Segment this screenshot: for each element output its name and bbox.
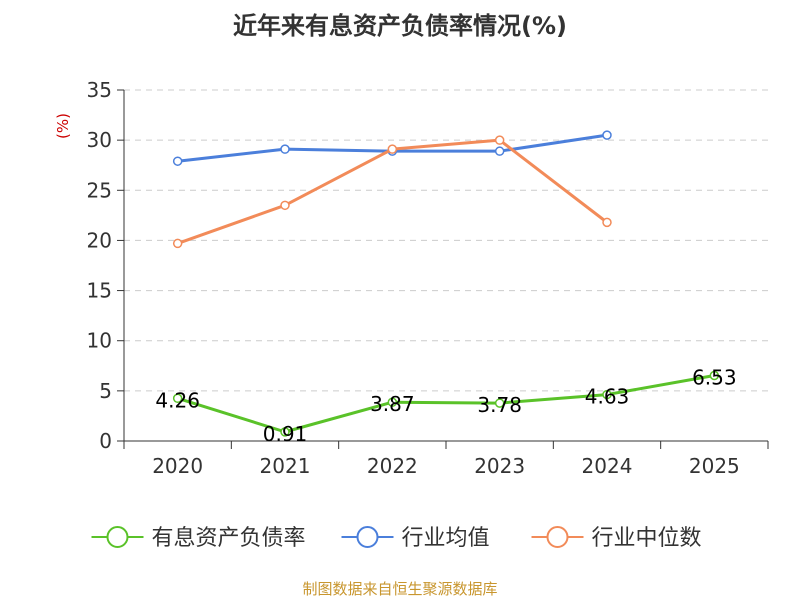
data-point — [280, 200, 290, 211]
series — [172, 130, 720, 437]
chart-title: 近年来有息资产负债率情况(%) — [233, 12, 567, 40]
legend: 有息资产负债率 行业均值 行业中位数 — [91, 526, 702, 551]
data-label: 4.63 — [585, 385, 630, 409]
legend-marker — [356, 526, 379, 548]
data-point — [172, 238, 183, 249]
legend-item: 有息资产负债率 — [91, 526, 306, 551]
legend-marker — [546, 526, 569, 548]
legend-item: 行业中位数 — [531, 526, 702, 551]
data-point — [494, 135, 505, 145]
legend-label: 行业均值 — [402, 526, 490, 551]
source-note: 制图数据来自恒生聚源数据库 — [302, 580, 498, 598]
data-label: 0.91 — [263, 422, 308, 446]
series-line — [177, 374, 715, 434]
data-point — [172, 156, 183, 166]
data-labels: 4.26 0.91 3.87 3.78 4.63 6.53 — [155, 366, 736, 446]
x-tick-label: 2020 — [152, 454, 203, 478]
data-point — [494, 146, 505, 156]
data-label: 4.26 — [155, 388, 200, 412]
data-point — [387, 397, 398, 407]
x-tick-label: 2022 — [367, 454, 418, 478]
y-tick-label: 35 — [87, 78, 112, 102]
data-point — [709, 370, 720, 381]
y-tick-label: 10 — [87, 329, 112, 353]
y-tick-label: 30 — [87, 128, 112, 152]
data-point — [280, 144, 290, 154]
legend-label: 有息资产负债率 — [152, 526, 306, 551]
legend-item: 行业均值 — [341, 526, 490, 551]
y-tick-label: 0 — [99, 429, 112, 453]
y-tick-label: 15 — [87, 279, 112, 303]
y-tick-label: 5 — [99, 379, 112, 403]
data-point — [494, 398, 505, 408]
data-label: 6.53 — [692, 366, 737, 390]
data-point — [602, 217, 612, 228]
x-tick-label: 2023 — [474, 454, 525, 478]
data-label: 3.87 — [370, 392, 415, 416]
data-point — [387, 144, 398, 154]
y-tick-label: 20 — [87, 228, 112, 252]
y-axis-label: (%) — [54, 113, 72, 139]
x-tick-label: 2024 — [582, 454, 633, 478]
y-tick-label: 25 — [87, 178, 112, 202]
legend-marker — [106, 526, 129, 548]
data-point — [602, 389, 612, 400]
data-label: 3.78 — [477, 393, 522, 417]
legend-label: 行业中位数 — [592, 526, 702, 551]
data-point — [280, 427, 290, 437]
data-point — [602, 130, 612, 140]
data-point — [172, 393, 183, 404]
x-tick-label: 2021 — [260, 454, 311, 478]
x-tick-label: 2025 — [689, 454, 740, 478]
grid-lines — [124, 89, 768, 392]
